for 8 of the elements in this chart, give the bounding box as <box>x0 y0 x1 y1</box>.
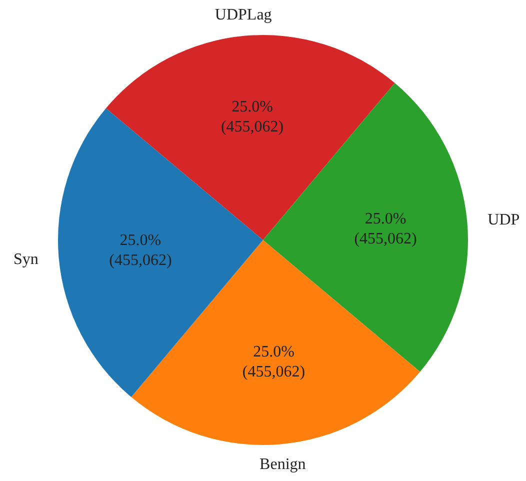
data-label: 25.0% (455,062) <box>242 344 306 381</box>
slice-label: UDP <box>488 212 520 229</box>
slice-label: Benign <box>260 456 306 473</box>
data-label: 25.0% (455,062) <box>220 98 284 136</box>
slice-label: Syn <box>13 250 38 268</box>
data-label: 25.0% (455,062) <box>109 232 172 269</box>
slice-label: UDPLag <box>214 6 272 24</box>
data-label: 25.0% (455,062) <box>354 210 417 248</box>
